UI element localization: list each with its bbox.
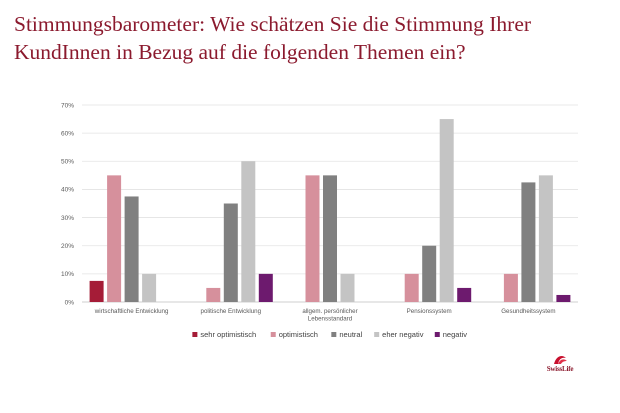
legend-label: optimistisch bbox=[279, 330, 318, 339]
y-tick-label: 30% bbox=[61, 215, 74, 222]
x-category-label: politische Entwicklung bbox=[201, 308, 262, 315]
legend-swatch bbox=[434, 332, 440, 337]
chart-legend: sehr optimistisch optimistisch neutral eher… bbox=[192, 330, 467, 339]
y-tick-label: 50% bbox=[61, 159, 74, 166]
bar bbox=[206, 287, 221, 302]
legend-label: negativ bbox=[443, 330, 467, 339]
x-category-label: Gesundheitssystem bbox=[501, 308, 555, 315]
y-tick-label: 70% bbox=[61, 102, 74, 109]
legend-label: eher negativ bbox=[382, 330, 424, 339]
legend-swatch bbox=[374, 332, 380, 337]
bar bbox=[107, 175, 122, 302]
legend-swatch bbox=[331, 332, 337, 337]
bar bbox=[323, 175, 337, 302]
slide-title: Stimmungsbarometer: Wie schätzen Sie die… bbox=[14, 10, 614, 66]
x-category-label: Lebensstandard bbox=[308, 316, 353, 323]
bar bbox=[340, 273, 355, 302]
swisslife-logo: SwissLife bbox=[540, 352, 580, 382]
bar bbox=[223, 203, 238, 302]
legend-label: neutral bbox=[339, 330, 362, 339]
chart-bars bbox=[89, 119, 571, 302]
slide-title-line-2: KundInnen in Bezug auf die folgenden The… bbox=[14, 40, 466, 64]
y-tick-label: 0% bbox=[65, 299, 75, 306]
x-category-label: Pensionssystem bbox=[407, 308, 452, 315]
bar bbox=[305, 175, 320, 302]
x-axis-category-labels: wirtschaftliche Entwicklung politische En… bbox=[94, 308, 556, 323]
bar bbox=[124, 196, 139, 302]
y-tick-label: 60% bbox=[61, 130, 74, 137]
bar bbox=[521, 182, 536, 302]
bar bbox=[89, 280, 104, 302]
bar bbox=[538, 175, 553, 302]
bar bbox=[404, 273, 419, 302]
legend-swatch bbox=[192, 332, 198, 337]
x-category-label: wirtschaftliche Entwicklung bbox=[94, 308, 169, 315]
bar bbox=[503, 273, 518, 302]
legend-label: sehr optimistisch bbox=[200, 330, 256, 339]
bar bbox=[241, 161, 256, 302]
x-category-label: allgem. persönlicher bbox=[302, 308, 357, 315]
y-tick-label: 20% bbox=[61, 243, 74, 250]
swisslife-logo-mark bbox=[554, 356, 567, 364]
legend-swatch bbox=[270, 332, 276, 337]
bar bbox=[556, 294, 571, 302]
bar bbox=[258, 273, 273, 302]
bar bbox=[422, 245, 437, 302]
slide-title-line-1: Stimmungsbarometer: Wie schätzen Sie die… bbox=[14, 12, 532, 36]
y-tick-label: 10% bbox=[61, 271, 74, 278]
bar bbox=[457, 287, 472, 302]
swisslife-logo-text: SwissLife bbox=[546, 365, 574, 373]
bar bbox=[142, 273, 157, 302]
y-axis-tick-labels: 0% 10% 20% 30% 40% 50% 60% 70% bbox=[61, 102, 74, 306]
bar bbox=[439, 119, 454, 302]
y-tick-label: 40% bbox=[61, 187, 74, 194]
